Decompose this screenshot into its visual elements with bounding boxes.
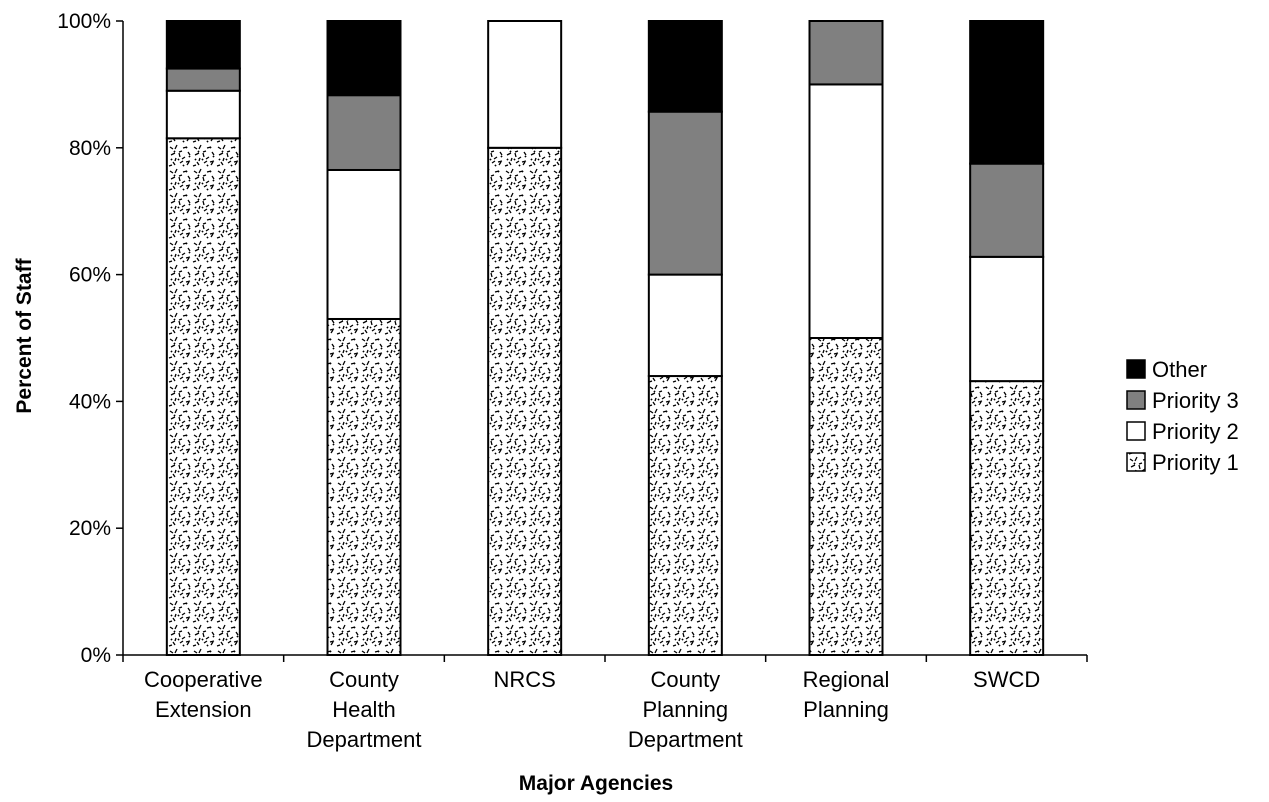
- y-tick-label: 60%: [69, 264, 111, 287]
- x-category-label: Cooperative Extension: [144, 667, 263, 722]
- bar-segment-priority-3: [969, 162, 1045, 258]
- legend-label-other: Other: [1152, 357, 1207, 382]
- legend-swatch-other: [1126, 359, 1146, 379]
- bar-segment-priority-1: [808, 337, 884, 656]
- x-category-labels: Cooperative Extension County Health Departme…: [144, 667, 1040, 752]
- bar-segment-priority-1: [326, 317, 402, 656]
- legend-label-priority-1: Priority 1: [1152, 450, 1239, 475]
- x-axis-title: Major Agencies: [519, 772, 673, 795]
- bar-segment-priority-3: [808, 20, 884, 86]
- x-category-label: SWCD: [973, 667, 1040, 692]
- legend-swatch-priority-2: [1126, 421, 1146, 441]
- bar-segment-priority-1: [165, 137, 241, 657]
- y-tick-label: 0%: [81, 644, 111, 667]
- bar-segment-priority-2: [165, 89, 241, 140]
- legend-swatch-priority-1: [1126, 452, 1146, 472]
- x-category-label: NRCS: [493, 667, 555, 692]
- bar-segment-priority-2: [487, 20, 563, 149]
- bar-segment-priority-2: [969, 255, 1045, 383]
- bar-segment-priority-3: [647, 110, 723, 276]
- x-category-label: County Planning Department: [628, 667, 743, 752]
- bar-segment-priority-3: [165, 67, 241, 92]
- bar-segment-priority-3: [326, 94, 402, 171]
- legend-swatch-priority-3: [1126, 390, 1146, 410]
- bar-segment-other: [647, 20, 723, 113]
- y-tick-label: 80%: [69, 137, 111, 160]
- bar-segment-other: [326, 20, 402, 97]
- bar-segment-priority-2: [808, 83, 884, 340]
- legend-label-priority-2: Priority 2: [1152, 419, 1239, 444]
- y-tick-label: 100%: [57, 10, 111, 33]
- bar-segment-priority-1: [487, 146, 563, 657]
- x-category-label: Regional Planning: [803, 667, 890, 722]
- legend-label-priority-3: Priority 3: [1152, 388, 1239, 413]
- bar-segment-priority-2: [326, 168, 402, 320]
- bars: [165, 20, 1045, 657]
- y-axis: 0% 20% 40% 60% 80% 100%: [57, 10, 124, 667]
- y-tick-label: 20%: [69, 517, 111, 540]
- x-axis: [122, 654, 1088, 662]
- x-category-label: County Health Department: [307, 667, 422, 752]
- bar-segment-priority-2: [647, 273, 723, 378]
- legend: Other Priority 3 Priority 2 Priority 1: [1126, 357, 1239, 475]
- bar-segment-other: [165, 20, 241, 70]
- y-tick-label: 40%: [69, 390, 111, 413]
- bar-segment-priority-1: [647, 375, 723, 656]
- bar-segment-other: [969, 20, 1045, 165]
- bar-segment-priority-1: [969, 380, 1045, 656]
- y-axis-title: Percent of Staff: [13, 257, 36, 413]
